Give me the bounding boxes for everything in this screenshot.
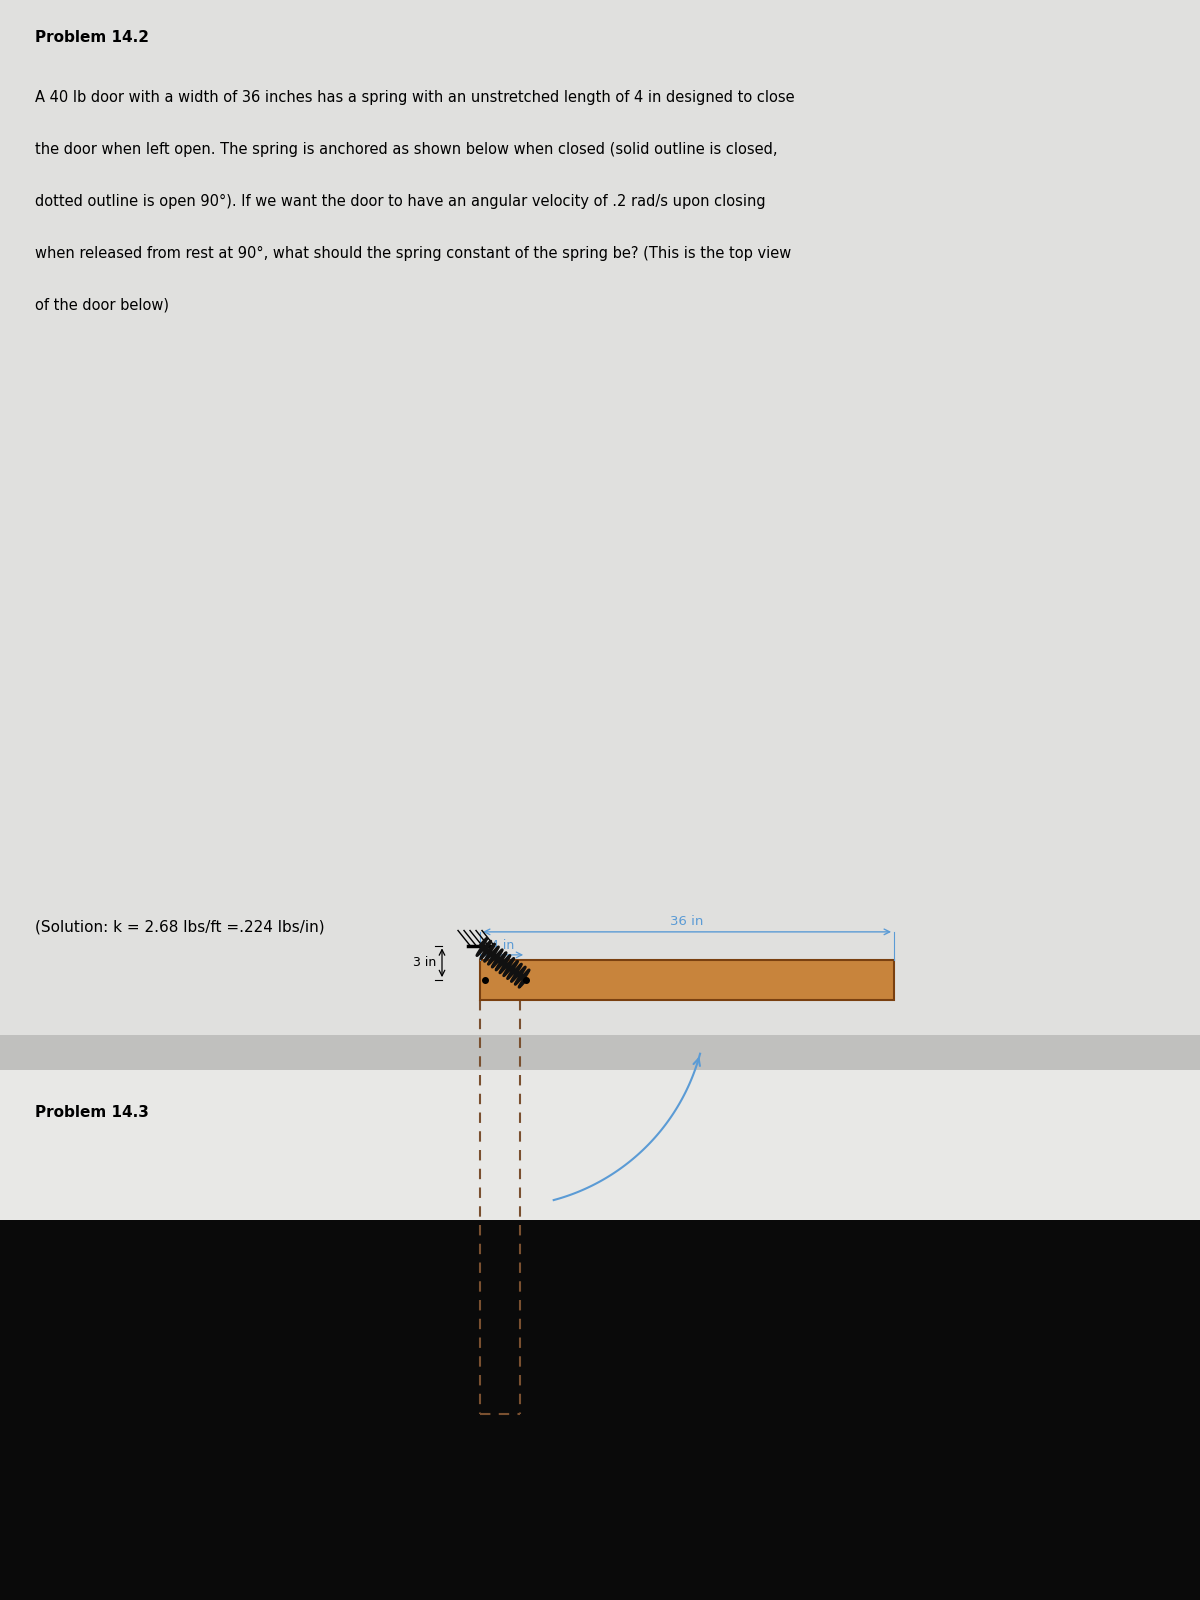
Text: Problem 14.3: Problem 14.3 <box>35 1106 149 1120</box>
Bar <box>0 1035 1200 1070</box>
Text: 4 in: 4 in <box>491 939 515 952</box>
Text: A 40 lb door with a width of 36 inches has a spring with an unstretched length o: A 40 lb door with a width of 36 inches h… <box>35 90 794 106</box>
Bar <box>0 1070 1200 1219</box>
Bar <box>480 960 894 1000</box>
Text: 36 in: 36 in <box>671 915 703 928</box>
Bar <box>0 0 1200 1040</box>
Text: (Solution: k = 2.68 lbs/ft =.224 lbs/in): (Solution: k = 2.68 lbs/ft =.224 lbs/in) <box>35 920 325 934</box>
Text: dotted outline is open 90°). If we want the door to have an angular velocity of : dotted outline is open 90°). If we want … <box>35 194 766 210</box>
Text: Problem 14.2: Problem 14.2 <box>35 30 149 45</box>
Text: 3 in: 3 in <box>413 957 436 970</box>
Text: the door when left open. The spring is anchored as shown below when closed (soli: the door when left open. The spring is a… <box>35 142 778 157</box>
Bar <box>0 1219 1200 1600</box>
Text: when released from rest at 90°, what should the spring constant of the spring be: when released from rest at 90°, what sho… <box>35 246 791 261</box>
Text: of the door below): of the door below) <box>35 298 169 314</box>
